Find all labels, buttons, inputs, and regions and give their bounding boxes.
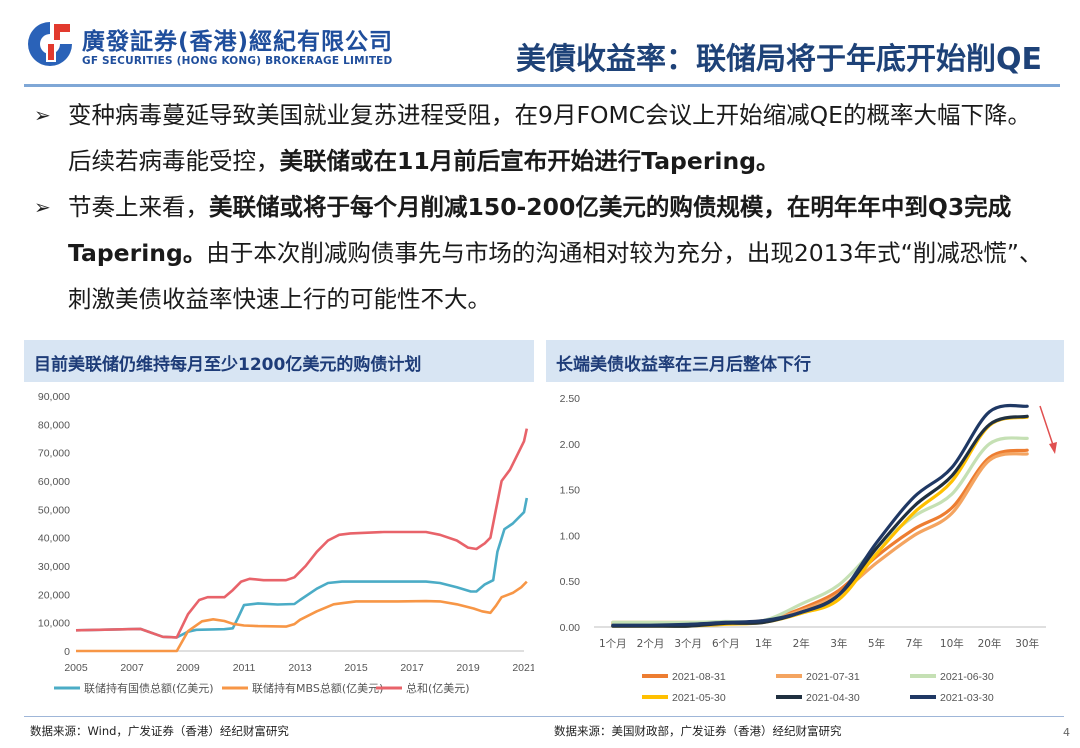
x-tick-label: 2个月 (637, 638, 665, 650)
footer-divider (24, 716, 1064, 717)
y-tick-label: 2.50 (560, 393, 581, 405)
x-tick-label: 2011 (233, 662, 256, 674)
series-line (75, 497, 529, 639)
y-tick-label: 2.00 (560, 439, 581, 451)
x-tick-label: 5年 (868, 637, 885, 650)
bullet-text: 变种病毒蔓延导致美国就业复苏进程受阻，在9月FOMC会议上开始缩减QE的概率大幅… (68, 101, 1031, 175)
x-tick-label: 20年 (978, 637, 1002, 650)
legend-label: 2021-06-30 (940, 671, 994, 683)
y-tick-label: 30,000 (38, 561, 70, 573)
x-tick-label: 2年 (793, 637, 810, 650)
bullet-text: 节奏上来看， (68, 193, 209, 221)
x-tick-label: 30年 (1015, 637, 1039, 650)
source-note: 数据来源：Wind，广发证券（香港）经纪财富研究 (30, 724, 289, 738)
y-tick-label: 80,000 (38, 419, 70, 431)
series-line (611, 403, 1029, 627)
x-tick-label: 6个月 (712, 638, 740, 650)
y-tick-label: 10,000 (38, 618, 70, 630)
x-tick-label: 2009 (176, 662, 200, 674)
x-tick-label: 2019 (456, 662, 480, 674)
header-divider (24, 84, 1060, 87)
x-tick-label: 2007 (120, 662, 144, 674)
x-tick-label: 3年 (830, 637, 847, 650)
y-tick-label: 0 (64, 646, 70, 658)
y-tick-label: 0.50 (560, 576, 581, 588)
y-tick-label: 40,000 (38, 533, 70, 545)
legend-label: 2021-05-30 (672, 692, 726, 704)
balance-sheet-chart: 0 10,000 20,000 30,000 40,000 50,000 60,000 70,… (38, 391, 534, 695)
gf-logo-icon (28, 22, 72, 66)
y-tick-label: 0.00 (560, 622, 581, 634)
chart-header: 长端美债收益率在三月后整体下行 (546, 340, 1064, 382)
company-name-cn: 廣發証券(香港)經紀有限公司 (82, 29, 394, 55)
x-tick-label: 3个月 (674, 638, 702, 650)
legend-label: 2021-07-31 (806, 671, 860, 683)
y-tick-label: 20,000 (38, 589, 70, 601)
y-tick-label: 1.00 (560, 530, 581, 542)
x-tick-label: 7年 (906, 637, 923, 650)
bullet-text: 由于本次削减购债事先与市场的沟通相对较为充分，出现2013年式“削减恐慌”、刺激… (68, 239, 1043, 313)
legend-label: 联储持有国债总额(亿美元) (84, 681, 214, 695)
series-line (611, 436, 1029, 625)
page-number: 4 (1063, 726, 1070, 739)
legend-label: 总和(亿美元) (406, 681, 470, 695)
company-name-en: GF SECURITIES (HONG KONG) BROKERAGE LIMI… (82, 55, 393, 67)
x-tick-label: 1个月 (599, 638, 627, 650)
yield-curve-chart: 0.00 0.50 1.00 1.50 2.00 2.50 1个月 2个月 3个月 6个月 1年 2年… (560, 393, 1057, 704)
series-line (75, 428, 529, 639)
legend-label: 联储持有MBS总额(亿美元) (252, 681, 383, 695)
trend-arrow-head (1049, 442, 1057, 454)
source-note: 数据来源：美国财政部，广发证券（香港）经纪财富研究 (554, 724, 842, 738)
legend-label: 2021-08-31 (672, 671, 726, 683)
x-tick-label: 2021 (512, 662, 534, 674)
page-header: 廣發証券(香港)經紀有限公司 GF SECURITIES (HONG KONG)… (0, 0, 1080, 86)
x-tick-label: 10年 (940, 637, 964, 650)
bullet-list: ➢ 变种病毒蔓延导致美国就业复苏进程受阻，在9月FOMC会议上开始缩减QE的概率… (30, 92, 1050, 322)
trend-arrow (1039, 405, 1055, 449)
y-tick-label: 1.50 (560, 485, 581, 497)
bullet-item-1: ➢ 变种病毒蔓延导致美国就业复苏进程受阻，在9月FOMC会议上开始缩减QE的概率… (30, 92, 1050, 184)
page-title: 美債收益率：联储局将于年底开始削QE (516, 42, 1042, 77)
x-tick-label: 2013 (288, 662, 312, 674)
chart-title: 长端美债收益率在三月后整体下行 (556, 355, 811, 375)
bullet-arrow-icon: ➢ (34, 195, 51, 219)
bullet-item-2: ➢ 节奏上来看，美联储或将于每个月削减150-200亿美元的购债规模，在明年年中… (30, 184, 1050, 322)
chart-panel-left: 目前美联储仍维持每月至少1200亿美元的购债计划 0 10,000 20,000 30… (24, 340, 534, 714)
y-tick-label: 60,000 (38, 476, 70, 488)
legend-label: 2021-04-30 (806, 692, 860, 704)
chart-header: 目前美联储仍维持每月至少1200亿美元的购债计划 (24, 340, 534, 382)
bullet-text-bold: 美联储或在11月前后宣布开始进行Tapering。 (279, 147, 780, 175)
legend-label: 2021-03-30 (940, 692, 994, 704)
x-tick-label: 1年 (755, 637, 772, 650)
x-tick-label: 2015 (344, 662, 368, 674)
y-tick-label: 70,000 (38, 448, 70, 460)
y-tick-label: 50,000 (38, 504, 70, 516)
series-line (76, 580, 528, 653)
chart-panel-right: 长端美债收益率在三月后整体下行 0.00 0.50 1.00 1.50 2.00 2.50… (546, 340, 1064, 714)
x-tick-label: 2017 (400, 662, 424, 674)
bullet-arrow-icon: ➢ (34, 103, 51, 127)
x-tick-label: 2005 (64, 662, 88, 674)
chart-title: 目前美联储仍维持每月至少1200亿美元的购债计划 (34, 355, 422, 375)
y-tick-label: 90,000 (38, 391, 70, 403)
bullet-text-bold: 美联储或将于每个月削减150-200亿美元的购债规模，在明年年中到Q3完成Tap… (68, 193, 1012, 267)
